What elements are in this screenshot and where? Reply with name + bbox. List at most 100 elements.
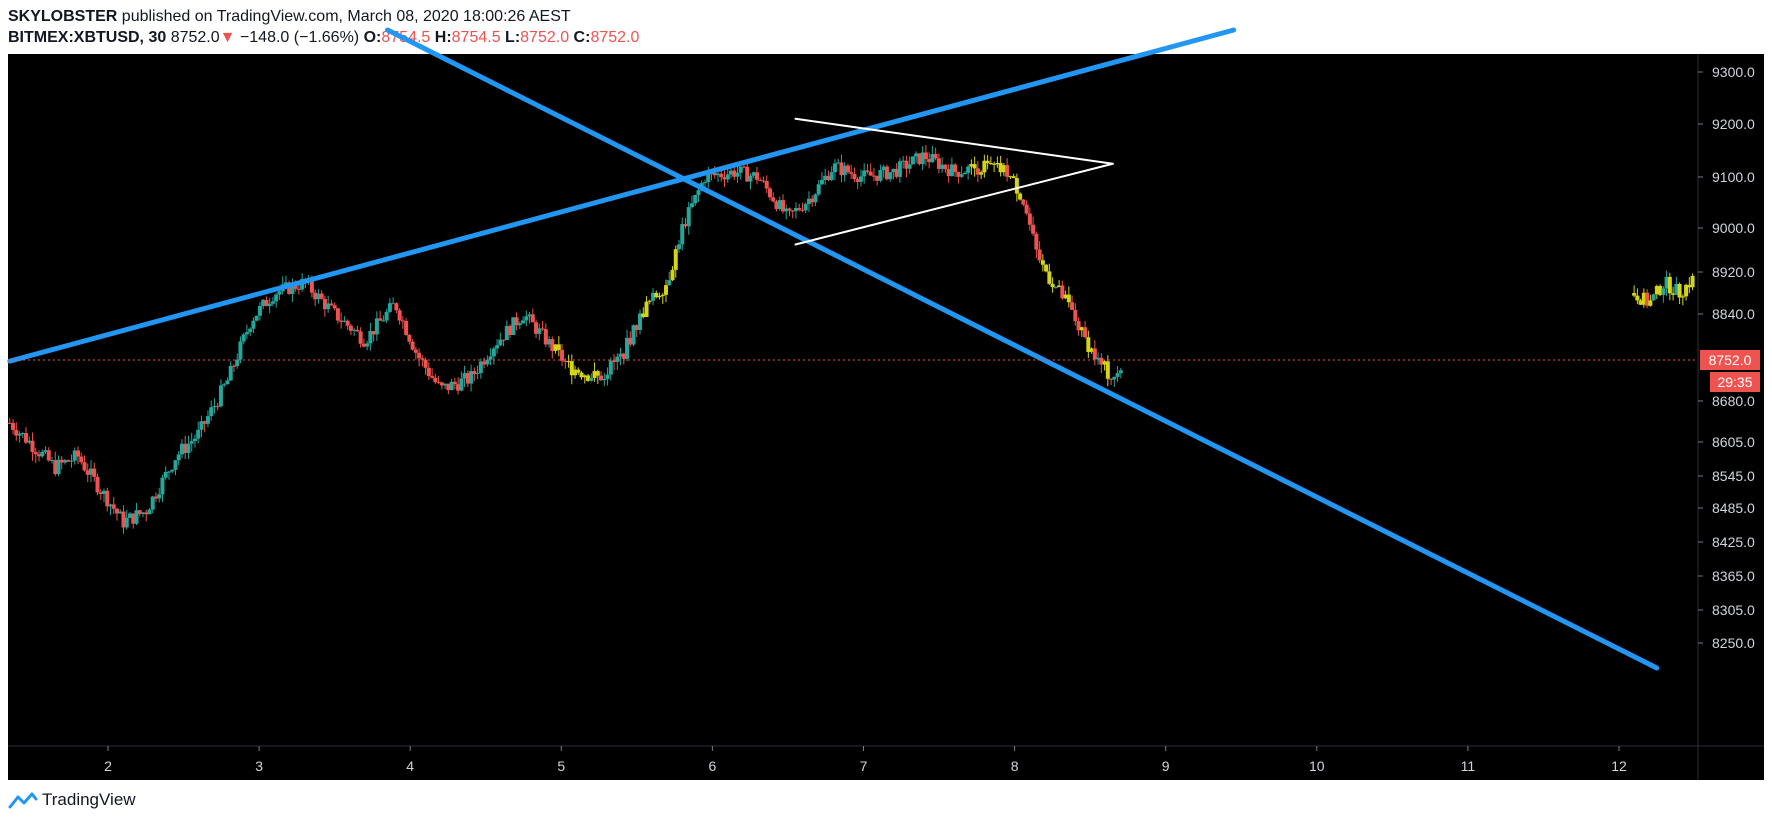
- author-name[interactable]: SKYLOBSTER: [8, 8, 118, 25]
- candle-body: [37, 454, 42, 457]
- candle-body: [108, 504, 113, 507]
- candle-body: [793, 208, 798, 212]
- symbol-name[interactable]: BITMEX:XBTUSD, 30: [8, 29, 167, 46]
- candle-body: [657, 295, 662, 298]
- candle-body: [488, 356, 493, 360]
- candle-body: [335, 308, 340, 321]
- candle-body: [176, 454, 181, 461]
- time-axis[interactable]: [8, 746, 1698, 780]
- candle-body: [348, 325, 353, 331]
- tradingview-logo[interactable]: TradingView: [8, 790, 136, 810]
- candle-body: [579, 372, 584, 378]
- price-tick-label: 8545.0: [1712, 468, 1755, 484]
- price-tick-label: 9000.0: [1712, 220, 1755, 236]
- candle-body: [202, 421, 207, 424]
- candle-body: [1034, 233, 1039, 250]
- candle-body: [59, 459, 64, 463]
- candle-body: [371, 330, 376, 335]
- brand-name: TradingView: [42, 790, 136, 809]
- candle-body: [839, 162, 844, 176]
- candle-body: [745, 166, 750, 182]
- publish-line: SKYLOBSTER published on TradingView.com,…: [8, 6, 639, 27]
- candle-body: [631, 325, 636, 345]
- candle-body: [491, 348, 496, 357]
- candle-body: [738, 166, 743, 173]
- price-axis[interactable]: [1698, 54, 1764, 746]
- high-label: H:: [434, 29, 452, 46]
- candle-body: [475, 373, 480, 375]
- candle-body: [719, 173, 724, 178]
- candle-body: [1658, 286, 1663, 295]
- candle-body: [1690, 275, 1695, 288]
- candle-body: [667, 280, 672, 286]
- candle-body: [537, 328, 542, 334]
- candle-body: [949, 164, 954, 177]
- plot-background[interactable]: [8, 54, 1698, 746]
- candle-body: [810, 198, 815, 203]
- candle-body: [586, 375, 591, 381]
- candle-body: [686, 207, 691, 227]
- candle-body: [192, 438, 197, 442]
- candle-body: [443, 383, 448, 386]
- candle-body: [1089, 348, 1094, 352]
- candle-body: [144, 512, 149, 515]
- candle-body: [605, 374, 610, 379]
- candle-body: [322, 298, 327, 310]
- candle-body: [894, 168, 899, 177]
- candle-body: [1086, 337, 1091, 352]
- candle-body: [270, 301, 275, 304]
- candle-body: [677, 244, 682, 250]
- candle-body: [394, 303, 399, 311]
- candle-body: [235, 359, 240, 367]
- candle-body: [540, 328, 545, 330]
- candle-body: [241, 334, 246, 342]
- price-tick-label: 8680.0: [1712, 393, 1755, 409]
- countdown-badge: [1710, 372, 1760, 392]
- candle-body: [274, 294, 279, 302]
- candle-body: [595, 371, 600, 376]
- candle-body: [1109, 378, 1114, 380]
- candle-body: [780, 200, 785, 212]
- candle-body: [940, 164, 945, 169]
- candle-body: [823, 175, 828, 181]
- candle-body: [326, 303, 331, 310]
- candle-body: [754, 172, 759, 180]
- candle-body: [222, 384, 227, 386]
- candle-body: [534, 322, 539, 334]
- candle-body: [644, 301, 649, 318]
- candle-body: [855, 179, 860, 182]
- low-label: L:: [505, 29, 521, 46]
- axis-corner: [1698, 746, 1764, 780]
- candle-body: [1664, 276, 1669, 289]
- price-tick-label: 9100.0: [1712, 169, 1755, 185]
- candle-body: [439, 382, 444, 386]
- candle-body: [683, 224, 688, 227]
- candle-body: [296, 288, 301, 290]
- ascending-trendline: [7, 27, 1237, 364]
- candle-body: [114, 508, 119, 514]
- candle-body: [904, 160, 909, 169]
- candle-body: [485, 359, 490, 365]
- countdown-label: 29:35: [1717, 374, 1752, 390]
- candle-body: [378, 318, 383, 321]
- candle-body: [930, 154, 935, 163]
- candle-body: [173, 460, 178, 470]
- price-tick-label: 8305.0: [1712, 602, 1755, 618]
- candle-body: [569, 361, 574, 376]
- pennant-lower: [794, 162, 1114, 246]
- candle-body: [387, 303, 392, 312]
- price-tick-label: 8250.0: [1712, 635, 1755, 651]
- candle-body: [1654, 286, 1659, 295]
- candle-body: [914, 153, 919, 157]
- candle-body: [826, 175, 831, 181]
- candle-body: [735, 172, 740, 177]
- candle-body: [790, 210, 795, 212]
- pennant-upper: [794, 117, 1114, 165]
- candle-body: [264, 299, 269, 307]
- candle-body: [498, 339, 503, 346]
- candle-body: [651, 292, 656, 301]
- candle-body: [589, 378, 594, 381]
- candle-body: [654, 292, 659, 298]
- candle-body: [209, 407, 214, 417]
